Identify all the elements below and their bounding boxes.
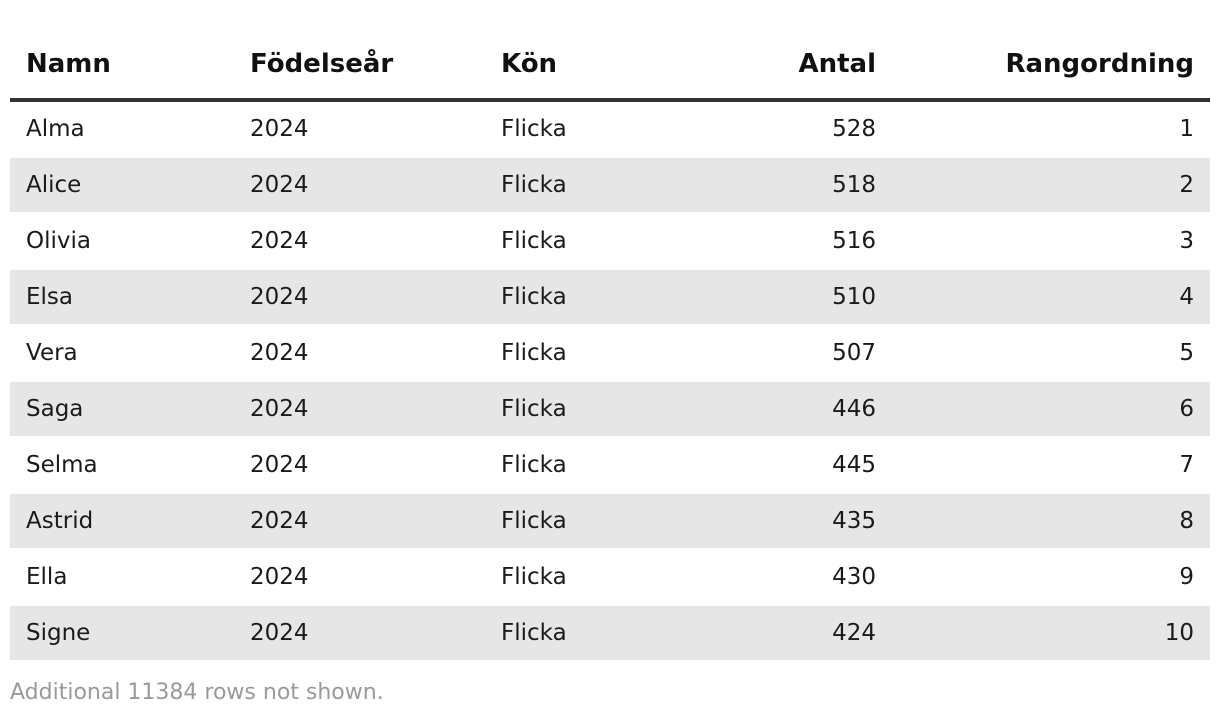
- cell-sex: Flicka: [485, 100, 685, 158]
- cell-count: 446: [685, 381, 892, 438]
- cell-sex: Flicka: [485, 325, 685, 382]
- column-header-rank[interactable]: Rangordning: [892, 30, 1210, 102]
- table-row: Vera 2024 Flicka 507 5: [10, 325, 1210, 382]
- column-header-name[interactable]: Namn: [10, 30, 234, 102]
- cell-birth-year: 2024: [234, 605, 485, 662]
- cell-rank: 5: [892, 325, 1210, 382]
- cell-name: Alice: [10, 157, 234, 214]
- cell-rank: 6: [892, 381, 1210, 438]
- table-header: Namn Födelseår Kön Antal Rangordning: [10, 30, 1210, 102]
- cell-name: Selma: [10, 437, 234, 494]
- cell-birth-year: 2024: [234, 549, 485, 606]
- cell-rank: 8: [892, 493, 1210, 550]
- cell-count: 516: [685, 213, 892, 270]
- cell-name: Saga: [10, 381, 234, 438]
- table-row: Ella 2024 Flicka 430 9: [10, 549, 1210, 606]
- cell-rank: 3: [892, 213, 1210, 270]
- cell-sex: Flicka: [485, 437, 685, 494]
- cell-name: Ella: [10, 549, 234, 606]
- cell-birth-year: 2024: [234, 493, 485, 550]
- column-header-sex[interactable]: Kön: [485, 30, 685, 102]
- cell-count: 507: [685, 325, 892, 382]
- cell-rank: 7: [892, 437, 1210, 494]
- cell-rank: 1: [892, 100, 1210, 158]
- cell-name: Signe: [10, 605, 234, 662]
- table-row: Astrid 2024 Flicka 435 8: [10, 493, 1210, 550]
- cell-birth-year: 2024: [234, 381, 485, 438]
- cell-birth-year: 2024: [234, 100, 485, 158]
- column-header-count[interactable]: Antal: [685, 30, 892, 102]
- cell-name: Astrid: [10, 493, 234, 550]
- cell-rank: 10: [892, 605, 1210, 662]
- cell-sex: Flicka: [485, 493, 685, 550]
- cell-name: Elsa: [10, 269, 234, 326]
- table-row: Saga 2024 Flicka 446 6: [10, 381, 1210, 438]
- header-row: Namn Födelseår Kön Antal Rangordning: [10, 30, 1210, 102]
- cell-name: Vera: [10, 325, 234, 382]
- cell-sex: Flicka: [485, 381, 685, 438]
- cell-birth-year: 2024: [234, 269, 485, 326]
- table-row: Elsa 2024 Flicka 510 4: [10, 269, 1210, 326]
- names-table: Namn Födelseår Kön Antal Rangordning Alm…: [10, 30, 1210, 662]
- cell-sex: Flicka: [485, 549, 685, 606]
- table-row: Signe 2024 Flicka 424 10: [10, 605, 1210, 662]
- table-body: Alma 2024 Flicka 528 1 Alice 2024 Flicka…: [10, 100, 1210, 662]
- cell-count: 424: [685, 605, 892, 662]
- table-row: Olivia 2024 Flicka 516 3: [10, 213, 1210, 270]
- cell-count: 518: [685, 157, 892, 214]
- cell-count: 435: [685, 493, 892, 550]
- table-row: Alice 2024 Flicka 518 2: [10, 157, 1210, 214]
- cell-rank: 9: [892, 549, 1210, 606]
- table-row: Alma 2024 Flicka 528 1: [10, 100, 1210, 158]
- rows-not-shown-note: Additional 11384 rows not shown.: [10, 680, 384, 705]
- cell-rank: 2: [892, 157, 1210, 214]
- cell-name: Olivia: [10, 213, 234, 270]
- column-header-birth-year[interactable]: Födelseår: [234, 30, 485, 102]
- cell-sex: Flicka: [485, 157, 685, 214]
- cell-sex: Flicka: [485, 605, 685, 662]
- cell-sex: Flicka: [485, 213, 685, 270]
- table-row: Selma 2024 Flicka 445 7: [10, 437, 1210, 494]
- cell-count: 445: [685, 437, 892, 494]
- cell-count: 430: [685, 549, 892, 606]
- cell-rank: 4: [892, 269, 1210, 326]
- cell-birth-year: 2024: [234, 325, 485, 382]
- cell-name: Alma: [10, 100, 234, 158]
- cell-birth-year: 2024: [234, 157, 485, 214]
- cell-count: 510: [685, 269, 892, 326]
- names-table-container: Namn Födelseår Kön Antal Rangordning Alm…: [10, 30, 1210, 662]
- cell-count: 528: [685, 100, 892, 158]
- cell-birth-year: 2024: [234, 437, 485, 494]
- cell-birth-year: 2024: [234, 213, 485, 270]
- cell-sex: Flicka: [485, 269, 685, 326]
